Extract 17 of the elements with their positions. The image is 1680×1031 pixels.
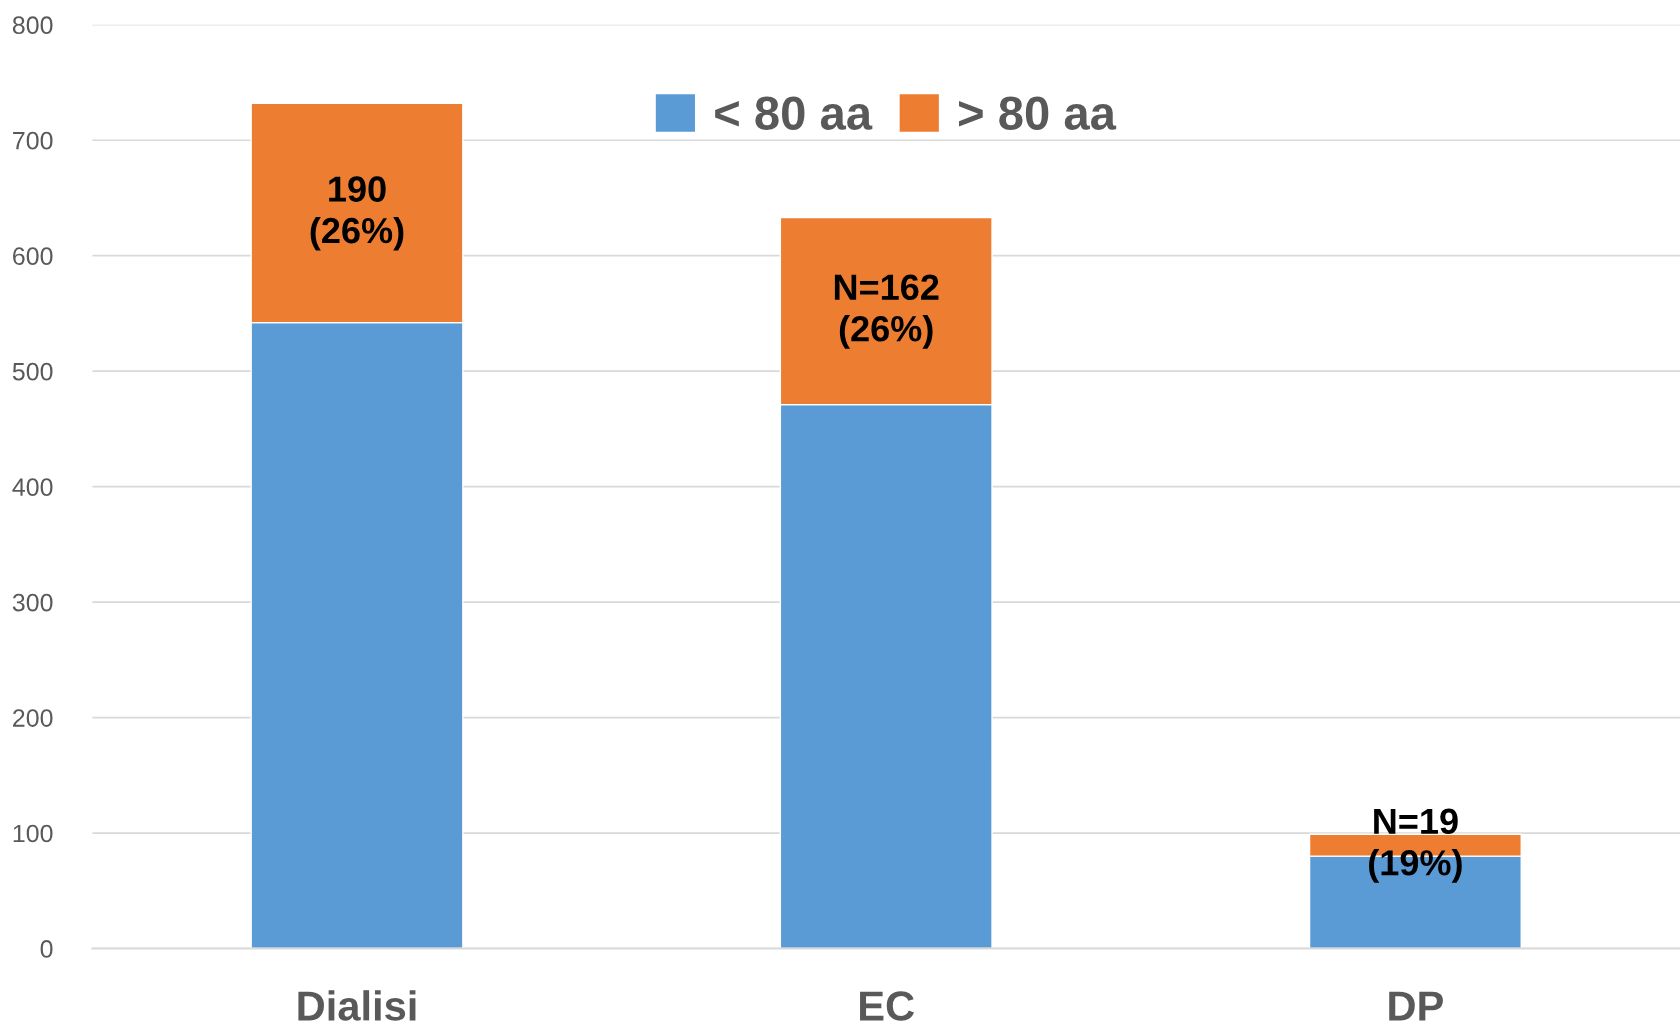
x-tick-label: DP [1389, 991, 1443, 1021]
y-tick-label: 400 [12, 478, 53, 496]
y-tick-label: 300 [12, 593, 53, 612]
y-tick-label: 700 [13, 131, 53, 150]
y-tick-label: 200 [13, 709, 53, 727]
data-label: N=19 (19%) [1369, 808, 1462, 883]
legend-label: < 80 aa [715, 96, 873, 130]
data-label: N=162 (26%) [834, 274, 939, 349]
y-tick-label: 500 [12, 362, 53, 381]
data-label: 190 (26%) [310, 176, 404, 251]
legend-label: > 80 aa [959, 96, 1117, 130]
y-tick-label: 100 [13, 824, 53, 843]
y-tick-label: 600 [13, 247, 53, 265]
x-tick-label: Dialisi [298, 990, 416, 1021]
y-tick-label: 800 [12, 16, 53, 35]
x-tick-label: EC [860, 991, 914, 1021]
y-tick-label: 0 [40, 940, 53, 958]
